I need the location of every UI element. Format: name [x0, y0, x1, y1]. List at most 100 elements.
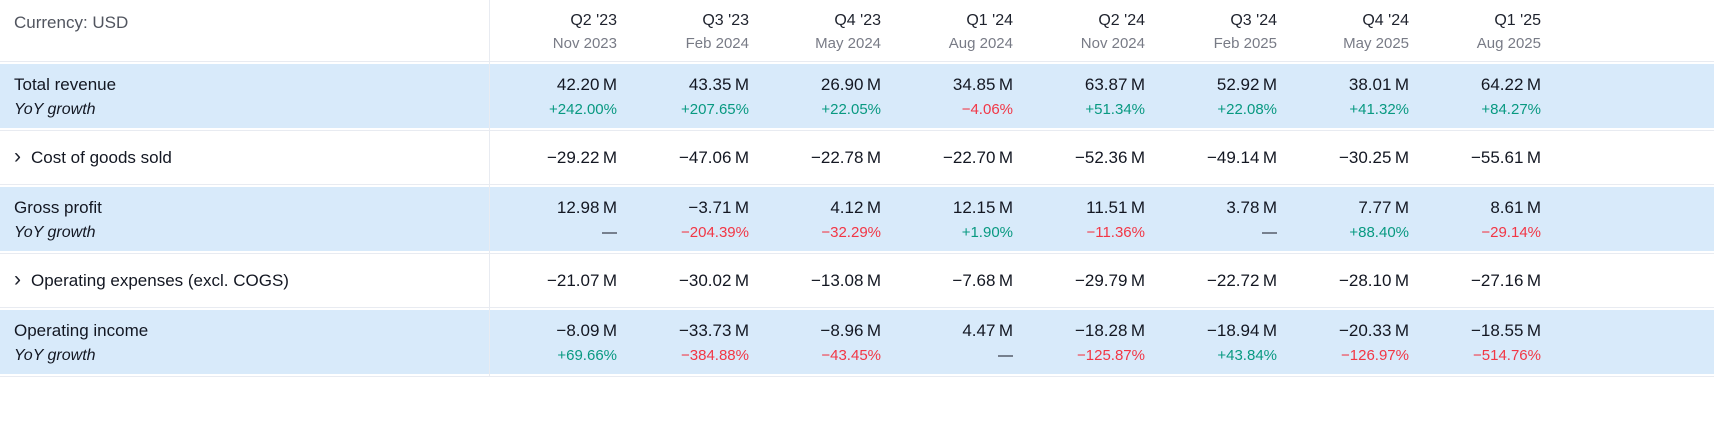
- value: 8.61 M: [1490, 197, 1541, 217]
- row-cost-of-goods-sold[interactable]: › Cost of goods sold −29.22 M −47.06 M −22.7…: [0, 131, 1714, 185]
- value-cell: 12.15 M +1.90%: [886, 185, 1018, 253]
- value-cell: −28.10 M: [1282, 254, 1414, 307]
- value: −13.08 M: [810, 270, 881, 290]
- value-cell: −33.73 M −384.88%: [622, 308, 754, 376]
- value-cell: −30.02 M: [622, 254, 754, 307]
- row-spacer: [1546, 62, 1714, 130]
- value-cell: 12.98 M —: [490, 185, 622, 253]
- value: −8.96 M: [820, 320, 881, 340]
- value-cell: 42.20 M +242.00%: [490, 62, 622, 130]
- value-cell: −30.25 M: [1282, 131, 1414, 184]
- growth-value: +69.66%: [557, 346, 617, 364]
- date-label: Nov 2023: [552, 35, 617, 52]
- column-header: Q2 '24 Nov 2024: [1018, 0, 1150, 61]
- value-cell: −47.06 M: [622, 131, 754, 184]
- value: −3.71 M: [688, 197, 749, 217]
- quarter-label: Q4 '24: [1362, 12, 1409, 29]
- growth-value: +22.05%: [821, 100, 881, 118]
- value-cell: −22.70 M: [886, 131, 1018, 184]
- growth-value: —: [602, 223, 617, 241]
- yoy-growth-label: YoY growth: [14, 346, 96, 364]
- column-header: Q4 '23 May 2024: [754, 0, 886, 61]
- growth-value: −43.45%: [821, 346, 881, 364]
- value-cell: −27.16 M: [1414, 254, 1546, 307]
- value: 11.51 M: [1086, 197, 1145, 217]
- column-header: Q3 '24 Feb 2025: [1150, 0, 1282, 61]
- row-label-cell: › Operating expenses (excl. COGS): [0, 254, 490, 307]
- row-operating-income: Operating income YoY growth −8.09 M +69.66%…: [0, 308, 1714, 377]
- financials-table: Currency: USD Q2 '23 Nov 2023 Q3 '23 Feb 20…: [0, 0, 1714, 377]
- value: 26.90 M: [820, 74, 881, 94]
- header-columns: Q2 '23 Nov 2023 Q3 '23 Feb 2024 Q4 '23 May 20…: [490, 0, 1546, 61]
- growth-value: −32.29%: [821, 223, 881, 241]
- value: −22.78 M: [810, 147, 881, 167]
- row-label-cell: Operating income YoY growth: [0, 308, 490, 376]
- value: −29.79 M: [1074, 270, 1145, 290]
- row-label: › Operating expenses (excl. COGS): [14, 268, 489, 294]
- row-label-cell: Gross profit YoY growth: [0, 185, 490, 253]
- value-cell: −8.09 M +69.66%: [490, 308, 622, 376]
- row-label: › Cost of goods sold: [14, 145, 489, 171]
- value: −30.02 M: [678, 270, 749, 290]
- quarter-label: Q3 '24: [1230, 12, 1277, 29]
- row-label: Gross profit: [14, 195, 489, 221]
- value-cell: −18.94 M +43.84%: [1150, 308, 1282, 376]
- date-label: Aug 2024: [948, 35, 1013, 52]
- value: 4.12 M: [830, 197, 881, 217]
- date-label: Nov 2024: [1080, 35, 1145, 52]
- row-operating-expenses[interactable]: › Operating expenses (excl. COGS) −21.07 M…: [0, 254, 1714, 308]
- growth-value: +51.34%: [1085, 100, 1145, 118]
- yoy-growth-label: YoY growth: [14, 100, 96, 118]
- quarter-label: Q4 '23: [834, 12, 881, 29]
- value-cell: −8.96 M −43.45%: [754, 308, 886, 376]
- value: 64.22 M: [1480, 74, 1541, 94]
- row-label: Operating income: [14, 318, 489, 344]
- row-label-cell: Total revenue YoY growth: [0, 62, 490, 130]
- value-cell: 4.47 M —: [886, 308, 1018, 376]
- value: 63.87 M: [1084, 74, 1145, 94]
- row-values: −29.22 M −47.06 M −22.78 M −22.70 M −52.36 M…: [490, 131, 1546, 184]
- value: 42.20 M: [556, 74, 617, 94]
- value-cell: −13.08 M: [754, 254, 886, 307]
- value: 12.15 M: [952, 197, 1013, 217]
- row-values: −21.07 M −30.02 M −13.08 M −7.68 M −29.79 M −…: [490, 254, 1546, 307]
- column-header: Q3 '23 Feb 2024: [622, 0, 754, 61]
- table-header-row: Currency: USD Q2 '23 Nov 2023 Q3 '23 Feb 20…: [0, 0, 1714, 62]
- value-cell: 11.51 M −11.36%: [1018, 185, 1150, 253]
- row-values: 12.98 M — −3.71 M −204.39% 4.12 M −32.29% 12.1…: [490, 185, 1546, 253]
- quarter-label: Q1 '25: [1494, 12, 1541, 29]
- row-label-text: Cost of goods sold: [31, 147, 172, 167]
- value: −55.61 M: [1470, 147, 1541, 167]
- value-cell: 38.01 M +41.32%: [1282, 62, 1414, 130]
- value-cell: −7.68 M: [886, 254, 1018, 307]
- value: 38.01 M: [1348, 74, 1409, 94]
- row-gross-profit: Gross profit YoY growth 12.98 M — −3.71 M −20…: [0, 185, 1714, 254]
- date-label: Feb 2024: [685, 35, 749, 52]
- value: −47.06 M: [678, 147, 749, 167]
- value: 7.77 M: [1358, 197, 1409, 217]
- row-label: Total revenue: [14, 72, 489, 98]
- expand-chevron-icon[interactable]: ›: [14, 144, 21, 168]
- row-spacer: [1546, 131, 1714, 184]
- value: 52.92 M: [1216, 74, 1277, 94]
- yoy-growth-label: YoY growth: [14, 223, 96, 241]
- value: 43.35 M: [688, 74, 749, 94]
- row-label-text: Operating income: [14, 320, 149, 340]
- value: −52.36 M: [1074, 147, 1145, 167]
- value-cell: 43.35 M +207.65%: [622, 62, 754, 130]
- currency-cell: Currency: USD: [0, 0, 490, 61]
- growth-value: −204.39%: [681, 223, 749, 241]
- expand-chevron-icon[interactable]: ›: [14, 267, 21, 291]
- row-values: 42.20 M +242.00% 43.35 M +207.65% 26.90 M +22…: [490, 62, 1546, 130]
- value: −8.09 M: [556, 320, 617, 340]
- value-cell: 8.61 M −29.14%: [1414, 185, 1546, 253]
- row-label-text: Total revenue: [14, 74, 117, 94]
- row-total-revenue: Total revenue YoY growth 42.20 M +242.00% 43…: [0, 62, 1714, 131]
- growth-value: −29.14%: [1481, 223, 1541, 241]
- growth-value: −11.36%: [1086, 223, 1145, 241]
- row-label-text: Operating expenses (excl. COGS): [31, 270, 289, 290]
- growth-value: −4.06%: [961, 100, 1013, 118]
- growth-value: —: [1262, 223, 1277, 241]
- value: 12.98 M: [556, 197, 617, 217]
- row-spacer: [1546, 254, 1714, 307]
